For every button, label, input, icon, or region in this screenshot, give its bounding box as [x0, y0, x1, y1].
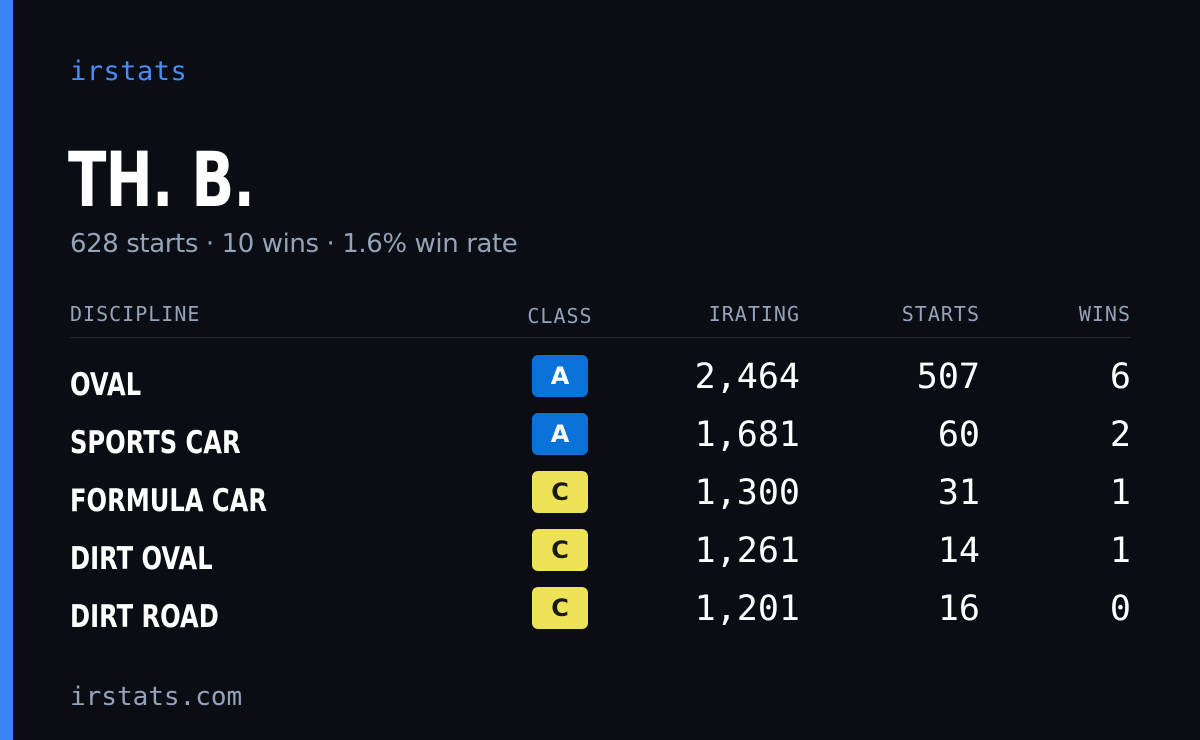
wins-value: 0 [1109, 589, 1131, 629]
wins-value: 1 [1109, 531, 1131, 571]
column-header-starts: STARTS [901, 302, 980, 326]
column-header-irating: IRATING [708, 302, 800, 326]
footer-url[interactable]: irstats.com [70, 682, 243, 712]
starts-value: 31 [937, 473, 980, 513]
wins-value: 2 [1109, 415, 1131, 455]
column-header-class-label: CLASS [527, 304, 593, 328]
irating-value: 1,201 [694, 589, 800, 629]
driver-summary: 628 starts · 10 wins · 1.6% win rate [70, 229, 518, 259]
discipline-name: FORMULA CAR [70, 483, 268, 519]
discipline-name: OVAL [70, 367, 142, 403]
table-header: DISCIPLINE CLASS IRATING STARTS WINS [70, 300, 1131, 338]
discipline-name: DIRT OVAL [70, 541, 213, 577]
irating-value: 2,464 [694, 357, 800, 397]
class-badge: A [532, 355, 588, 397]
starts-value: 14 [937, 531, 980, 571]
class-badge: C [532, 471, 588, 513]
discipline-name: SPORTS CAR [70, 425, 241, 461]
class-badge: C [532, 587, 588, 629]
starts-value: 16 [937, 589, 980, 629]
class-badge: A [532, 413, 588, 455]
class-badge: C [532, 529, 588, 571]
table-row: SPORTS CAR A 1,681 60 2 [70, 413, 1131, 471]
irating-value: 1,300 [694, 473, 800, 513]
wins-value: 1 [1109, 473, 1131, 513]
column-header-discipline: DISCIPLINE [70, 302, 201, 326]
wins-value: 6 [1109, 357, 1131, 397]
table-row: OVAL A 2,464 507 6 [70, 355, 1131, 413]
stats-table: DISCIPLINE CLASS IRATING STARTS WINS OVA… [70, 300, 1131, 645]
table-row: DIRT OVAL C 1,261 14 1 [70, 529, 1131, 587]
driver-name: TH. B. [68, 135, 255, 224]
table-row: FORMULA CAR C 1,300 31 1 [70, 471, 1131, 529]
column-header-wins: WINS [1078, 302, 1131, 326]
irating-value: 1,681 [694, 415, 800, 455]
accent-bar [0, 0, 13, 740]
discipline-name: DIRT ROAD [70, 599, 219, 635]
irating-value: 1,261 [694, 531, 800, 571]
starts-value: 60 [937, 415, 980, 455]
table-body: OVAL A 2,464 507 6 SPORTS CAR A 1,681 60… [70, 355, 1131, 645]
brand-logo[interactable]: irstats [70, 56, 188, 87]
starts-value: 507 [916, 357, 980, 397]
table-row: DIRT ROAD C 1,201 16 0 [70, 587, 1131, 645]
